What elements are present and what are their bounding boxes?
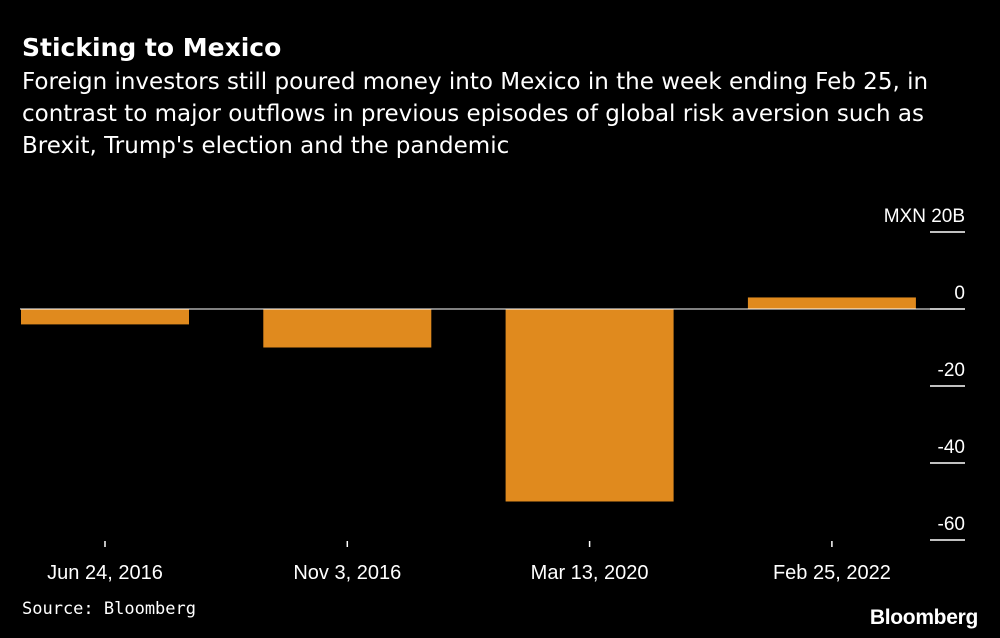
bar [263,309,432,348]
source-note: Source: Bloomberg [22,599,196,619]
y-tick-label: MXN 20B [884,206,965,227]
y-tick-label: -40 [938,437,965,458]
bar [505,309,674,502]
y-tick-label: -20 [938,360,965,381]
bloomberg-logo: Bloomberg [869,606,978,629]
x-tick-label: Feb 25, 2022 [773,562,891,584]
bar [21,309,189,325]
bar [747,297,916,309]
chart-subtitle: Foreign investors still poured money int… [22,69,929,159]
y-tick-label: 0 [954,283,965,304]
x-tick-label: Nov 3, 2016 [293,562,401,584]
x-tick-label: Mar 13, 2020 [531,562,649,584]
y-tick-label: -60 [938,514,965,535]
x-tick-label: Jun 24, 2016 [47,562,163,584]
chart-title: Sticking to Mexico [22,33,282,62]
